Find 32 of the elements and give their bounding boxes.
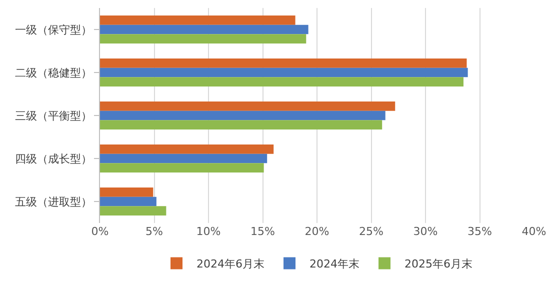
bar (100, 206, 166, 216)
y-tick-label: 四级（成长型） (14, 152, 92, 166)
x-tick-label: 0% (91, 225, 109, 238)
bar (100, 102, 396, 111)
bar (100, 120, 382, 130)
y-tick-label: 五级（进取型） (14, 195, 92, 208)
x-tick-label: 35% (468, 225, 492, 238)
bar (100, 163, 264, 172)
bar (100, 144, 274, 154)
bar (100, 154, 268, 164)
bar (100, 77, 464, 86)
x-tick-label: 10% (196, 225, 221, 238)
x-tick-label: 20% (304, 225, 330, 238)
bar (100, 68, 468, 78)
y-tick-label: 二级（稳健型） (14, 66, 92, 80)
legend-label: 2024年末 (310, 258, 360, 271)
bar (100, 58, 467, 68)
x-tick-label: 5% (146, 225, 163, 238)
bar (100, 110, 386, 120)
bar (100, 196, 156, 206)
x-tick-label: 40% (522, 225, 546, 238)
y-tick-label: 一级（保守型） (14, 23, 92, 36)
y-tick-label: 三级（平衡型） (14, 109, 92, 122)
legend-label: 2025年6月末 (404, 258, 472, 271)
bar (100, 16, 296, 25)
x-tick-label: 15% (250, 225, 275, 238)
x-tick-label: 25% (359, 225, 384, 238)
bar (100, 188, 154, 197)
x-tick-label: 30% (413, 225, 438, 238)
bar (100, 24, 308, 34)
legend-label: 2024年6月末 (196, 258, 264, 271)
bar (100, 34, 306, 44)
